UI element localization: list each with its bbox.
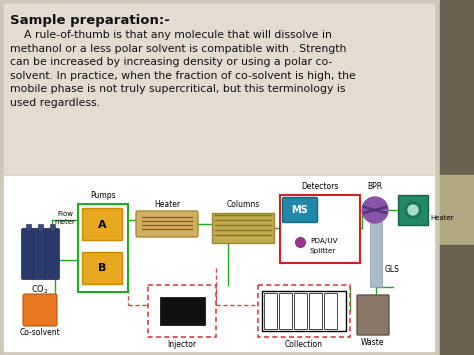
FancyBboxPatch shape (21, 229, 36, 279)
Text: Flow
meter: Flow meter (55, 212, 75, 224)
Bar (440, 175, 474, 245)
Text: CO$_2$: CO$_2$ (31, 283, 49, 295)
Bar (212, 213, 274, 243)
Bar (294, 293, 307, 329)
Text: A: A (98, 220, 106, 230)
Bar (370, 222, 382, 287)
Text: MS: MS (292, 205, 309, 215)
Text: Heater: Heater (430, 215, 454, 221)
FancyBboxPatch shape (46, 229, 60, 279)
FancyBboxPatch shape (357, 295, 389, 335)
Text: Injector: Injector (167, 340, 197, 349)
Bar (440, 0, 474, 175)
FancyBboxPatch shape (34, 229, 47, 279)
Bar (280, 195, 360, 263)
Bar (50, 224, 55, 231)
Circle shape (405, 202, 421, 218)
Bar (82, 252, 122, 284)
Text: A rule-of-thumb is that any molecule that will dissolve in
methanol or a less po: A rule-of-thumb is that any molecule tha… (10, 30, 356, 108)
Bar (398, 195, 428, 225)
Bar (78, 204, 128, 292)
Text: Heater: Heater (154, 200, 180, 209)
Text: Sample preparation:-: Sample preparation:- (10, 14, 170, 27)
Bar (4, 4, 434, 174)
Bar (38, 224, 43, 231)
Circle shape (408, 205, 418, 215)
Text: Co-solvent: Co-solvent (19, 328, 60, 337)
Bar (309, 293, 322, 329)
FancyBboxPatch shape (23, 294, 57, 326)
Bar (148, 285, 216, 337)
FancyBboxPatch shape (136, 211, 198, 237)
Text: Collection: Collection (285, 340, 323, 349)
Text: Columns: Columns (227, 200, 260, 209)
Text: Detectors: Detectors (301, 182, 339, 191)
Bar (264, 293, 277, 329)
Text: Pumps: Pumps (90, 191, 116, 200)
Text: BPR: BPR (367, 182, 383, 191)
Text: GLS: GLS (385, 266, 400, 274)
Bar (82, 208, 122, 240)
Bar (440, 245, 474, 355)
Text: Waste: Waste (361, 338, 385, 347)
Bar (26, 224, 31, 231)
Bar (160, 297, 205, 325)
Bar (262, 291, 346, 331)
Bar (324, 293, 337, 329)
Text: PDA/UV: PDA/UV (310, 238, 337, 244)
Text: B: B (98, 263, 106, 273)
Bar (279, 293, 292, 329)
FancyBboxPatch shape (283, 197, 318, 223)
Circle shape (362, 197, 388, 223)
Bar (258, 285, 350, 337)
Bar (4, 176, 434, 351)
Text: Splitter: Splitter (310, 248, 337, 254)
